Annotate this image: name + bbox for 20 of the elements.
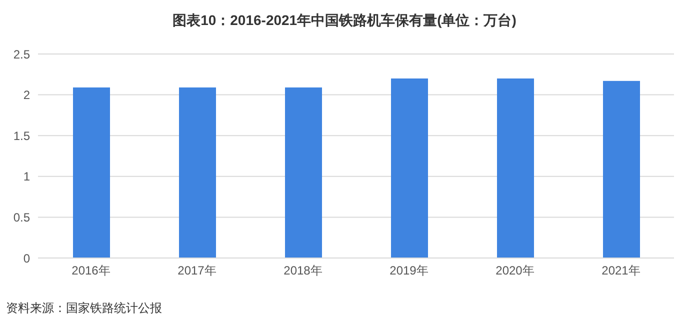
y-tick-label: 1 (23, 170, 30, 184)
bar (497, 78, 534, 258)
y-tick-label: 2 (23, 88, 30, 102)
x-tick-label: 2018年 (284, 264, 322, 278)
chart-title: 图表10：2016-2021年中国铁路机车保有量(单位：万台) (172, 12, 518, 30)
x-tick-label: 2017年 (178, 264, 216, 278)
text: 资料来源：国家铁路统计公报 (6, 300, 162, 317)
bar (179, 87, 216, 258)
bar (73, 87, 110, 258)
bar (603, 80, 640, 258)
x-tick-label: 2021年 (602, 264, 640, 278)
bar (285, 87, 322, 258)
y-tick-label: 1.5 (13, 128, 30, 143)
x-tick-label: 2019年 (390, 264, 428, 278)
x-tick-label: 2020年 (496, 264, 534, 278)
y-tick-label: 0 (23, 251, 30, 266)
x-tick-label: 2016年 (72, 264, 110, 278)
y-tick-label: 0.5 (13, 210, 30, 224)
bar (391, 78, 428, 258)
y-tick-label: 2.5 (13, 47, 30, 62)
